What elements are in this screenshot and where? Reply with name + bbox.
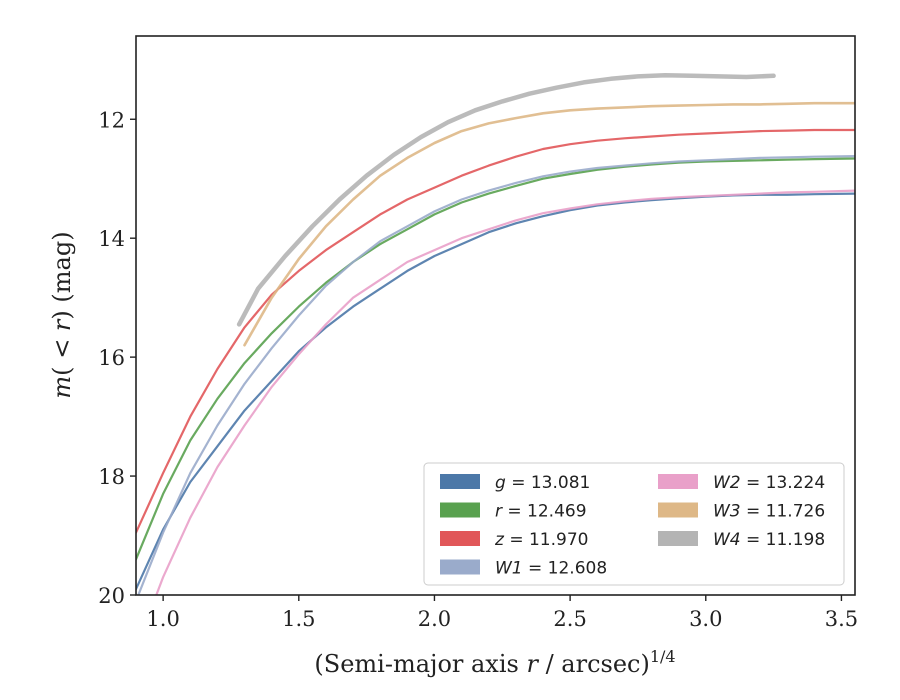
legend-swatch-z — [440, 531, 480, 546]
x-tick-label: 2.0 — [418, 607, 451, 631]
legend-swatch-w1 — [440, 559, 480, 575]
series-line-w4 — [236, 72, 776, 327]
legend: g = 13.081 r = 12.469 z = 11.970 W1 = 12.60… — [423, 462, 845, 586]
x-axis-title-variable: r — [526, 650, 539, 678]
legend-label-z: z = 11.970 — [494, 530, 588, 550]
x-tick-label: 1.5 — [282, 607, 315, 631]
series-line-w1 — [137, 155, 855, 595]
y-tick-label: 20 — [98, 584, 125, 608]
y-tick-label: 16 — [98, 346, 125, 370]
y-axis: 12 14 16 18 20 — [98, 108, 136, 608]
legend-label-w1: W1 = 12.608 — [495, 559, 607, 579]
legend-swatch-w3 — [658, 502, 698, 518]
legend-swatch-w4 — [658, 531, 698, 546]
legend-swatch-r — [440, 502, 480, 518]
legend-swatch-g — [440, 474, 480, 489]
y-tick-label: 12 — [98, 108, 125, 132]
x-axis-title: (Semi-major axis r / arcsec)1/4 — [314, 647, 675, 678]
series-line-w3 — [243, 101, 855, 347]
x-tick-label: 3.0 — [689, 607, 722, 631]
x-axis-title-exponent: 1/4 — [650, 647, 676, 666]
series-line-z — [136, 128, 855, 534]
x-axis: 1.0 1.5 2.0 2.5 3.0 3.5 — [146, 595, 858, 631]
series-line-w2 — [155, 189, 855, 595]
series-layer — [136, 72, 855, 595]
y-tick-label: 14 — [98, 227, 125, 251]
series-line-r — [136, 157, 855, 561]
y-axis-title: m( < r) (mag) — [48, 231, 76, 398]
legend-entries: g = 13.081 r = 12.469 z = 11.970 W1 = 12.60… — [440, 473, 825, 579]
legend-swatch-w2 — [658, 474, 698, 489]
x-tick-label: 3.5 — [825, 607, 858, 631]
legend-label-w2: W2 = 13.224 — [713, 473, 825, 493]
legend-label-g: g = 13.081 — [495, 473, 590, 493]
legend-label-r: r = 12.469 — [495, 502, 587, 522]
x-tick-label: 1.0 — [146, 607, 179, 631]
plot-frame — [135, 35, 856, 596]
legend-label-w3: W3 = 11.726 — [713, 502, 825, 522]
y-tick-label: 18 — [98, 465, 125, 489]
legend-label-w4: W4 = 11.198 — [713, 530, 825, 550]
x-tick-label: 2.5 — [553, 607, 586, 631]
legend-box — [423, 462, 845, 586]
